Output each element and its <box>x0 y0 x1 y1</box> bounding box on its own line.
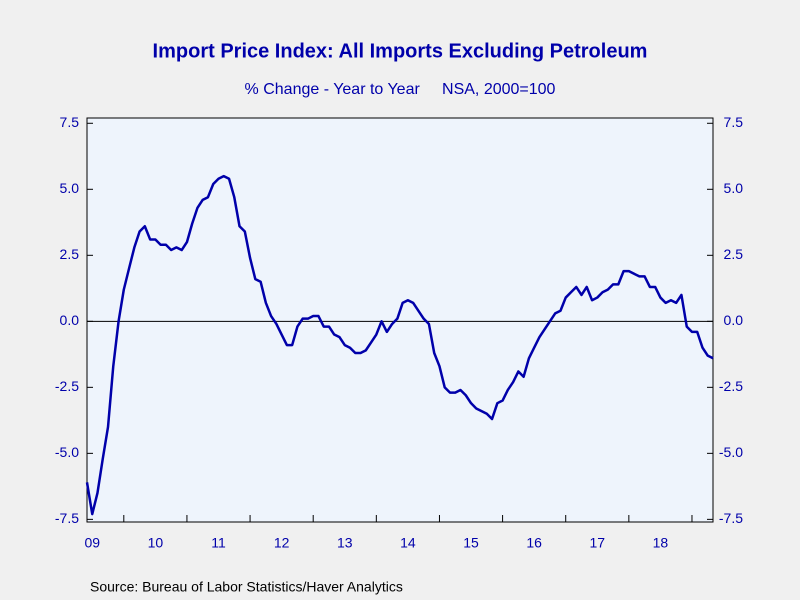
x-tick-label: 17 <box>589 535 605 551</box>
y-tick-label: -7.5 <box>55 510 79 526</box>
x-tick-label: 13 <box>337 535 353 551</box>
source: Source: Bureau of Labor Statistics/Haver… <box>90 579 403 595</box>
chart-title: Import Price Index: All Imports Excludin… <box>153 40 648 62</box>
x-tick-label: 16 <box>526 535 542 551</box>
x-tick-label: 11 <box>211 535 226 551</box>
y-tick-label: 2.5 <box>60 246 80 262</box>
chart-subtitle: % Change - Year to Year NSA, 2000=100 <box>245 81 556 98</box>
y2-tick-label: 2.5 <box>724 246 744 262</box>
x-tick-label: 09 <box>84 535 100 551</box>
x-tick-label: 14 <box>400 535 416 551</box>
x-tick-label: 15 <box>463 535 479 551</box>
y2-tick-label: -2.5 <box>719 378 743 394</box>
y-tick-label: -2.5 <box>55 378 79 394</box>
y-tick-label: -5.0 <box>55 444 79 460</box>
y-tick-label: 7.5 <box>60 114 80 130</box>
line-series <box>85 174 714 516</box>
y-tick-label: 0.0 <box>60 312 80 328</box>
x-tick-label: 18 <box>653 535 669 551</box>
x-tick-label: 10 <box>148 535 164 551</box>
y2-tick-label: -5.0 <box>719 444 743 460</box>
y2-tick-label: 7.5 <box>724 114 744 130</box>
y2-tick-label: -7.5 <box>719 510 743 526</box>
y2-tick-label: 0.0 <box>724 312 744 328</box>
x-tick-label: 12 <box>274 535 290 551</box>
y-tick-label: 5.0 <box>60 180 80 196</box>
y2-tick-label: 5.0 <box>724 180 744 196</box>
plot-area <box>86 117 714 523</box>
